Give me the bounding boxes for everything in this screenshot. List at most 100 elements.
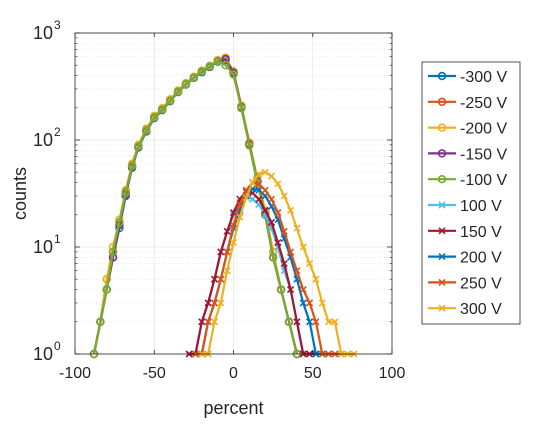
data-point	[96, 317, 105, 326]
data-point	[223, 227, 231, 235]
data-point	[261, 206, 269, 214]
legend-swatch-marker	[437, 71, 447, 81]
data-point	[286, 286, 295, 294]
data-point	[242, 193, 250, 202]
legend-item: 100 V	[428, 198, 502, 215]
data-point	[280, 192, 288, 200]
data-point	[210, 275, 219, 283]
data-point-stroke	[312, 275, 320, 283]
y-tick-label: 10	[33, 130, 53, 150]
data-point-stroke	[267, 172, 276, 180]
data-point-stroke	[242, 193, 250, 202]
data-point	[255, 180, 263, 188]
legend-box	[421, 61, 521, 325]
legend-item: -150 V	[428, 146, 507, 163]
data-point-stroke	[325, 318, 333, 326]
data-point-stroke	[267, 195, 276, 203]
data-point	[267, 195, 276, 203]
data-point-stroke	[255, 186, 263, 194]
data-point-stroke	[248, 195, 257, 203]
data-point	[268, 253, 278, 262]
legend-item: 200 V	[428, 250, 502, 267]
data-point-stroke	[217, 299, 225, 307]
legend-item: -200 V	[428, 121, 507, 138]
data-point	[245, 141, 254, 150]
data-point-stroke	[306, 260, 314, 268]
x-axis-label: percent	[203, 398, 263, 418]
legend-item: -300 V	[428, 69, 507, 86]
data-point-stroke	[331, 318, 339, 326]
data-point-stroke	[286, 206, 295, 214]
legend-marker-stroke	[438, 201, 446, 209]
legend-swatch-marker	[437, 97, 447, 107]
data-point	[267, 218, 276, 226]
data-point	[197, 67, 207, 76]
data-point	[210, 318, 219, 326]
data-point	[325, 318, 333, 326]
data-point	[274, 180, 282, 188]
data-point-stroke	[280, 192, 288, 200]
legend: -300 V -250 V -200 V -150 V -100 V 100 V 150 V…	[421, 61, 521, 325]
data-point-stroke	[306, 318, 314, 326]
series-line	[92, 59, 298, 355]
legend-swatch-marker	[438, 253, 446, 261]
y-tick-label: 10	[33, 237, 53, 257]
data-point	[306, 299, 314, 307]
legend-swatch-marker	[437, 123, 447, 132]
data-point-stroke	[217, 248, 225, 256]
data-point	[229, 208, 238, 217]
data-point-stroke	[274, 180, 282, 188]
data-point	[165, 96, 175, 105]
data-point	[150, 113, 159, 122]
data-point	[181, 79, 191, 89]
legend-label: -300 V	[460, 69, 507, 86]
data-point-stroke	[204, 299, 212, 307]
x-tick-label: -50	[143, 365, 166, 382]
data-point-stroke	[255, 170, 263, 178]
data-point	[223, 267, 231, 275]
data-point-stroke	[223, 248, 231, 256]
data-point	[157, 105, 167, 114]
data-point	[127, 161, 137, 171]
y-tick-label-exponent: 3	[54, 18, 61, 32]
data-point	[210, 299, 219, 307]
legend-marker-stroke	[438, 227, 446, 235]
y-axis-label: counts	[10, 167, 30, 220]
legend-label: -200 V	[460, 121, 507, 138]
data-point	[267, 172, 276, 180]
data-point-stroke	[299, 243, 307, 251]
data-point	[255, 195, 263, 203]
data-point-stroke	[306, 299, 314, 307]
legend-swatch-marker	[438, 201, 446, 209]
data-point	[229, 70, 238, 79]
legend-label: -100 V	[460, 172, 507, 189]
data-point-stroke	[293, 318, 301, 326]
x-tick-label: 0	[229, 365, 238, 382]
data-point-stroke	[261, 186, 269, 194]
legend-swatch-marker	[438, 227, 446, 235]
x-tick-label: 100	[379, 365, 406, 382]
data-point-stroke	[261, 168, 269, 176]
data-point-stroke	[286, 248, 295, 256]
data-point-stroke	[210, 275, 219, 283]
data-point-stroke	[229, 239, 238, 247]
data-point	[255, 170, 263, 178]
data-point	[293, 224, 301, 232]
data-point	[261, 168, 269, 176]
data-point	[299, 243, 307, 251]
data-point-stroke	[280, 227, 288, 235]
legend-item: -100 V	[428, 172, 507, 189]
data-point	[229, 239, 238, 247]
data-point-stroke	[198, 318, 206, 326]
data-point	[274, 208, 282, 217]
data-point-stroke	[236, 213, 244, 221]
data-point-stroke	[299, 286, 307, 294]
legend-marker-stroke	[438, 253, 446, 261]
data-point-stroke	[286, 286, 295, 294]
series-line	[195, 181, 342, 356]
legend-label: 200 V	[460, 250, 502, 267]
data-point	[134, 142, 143, 151]
data-point	[331, 318, 339, 326]
